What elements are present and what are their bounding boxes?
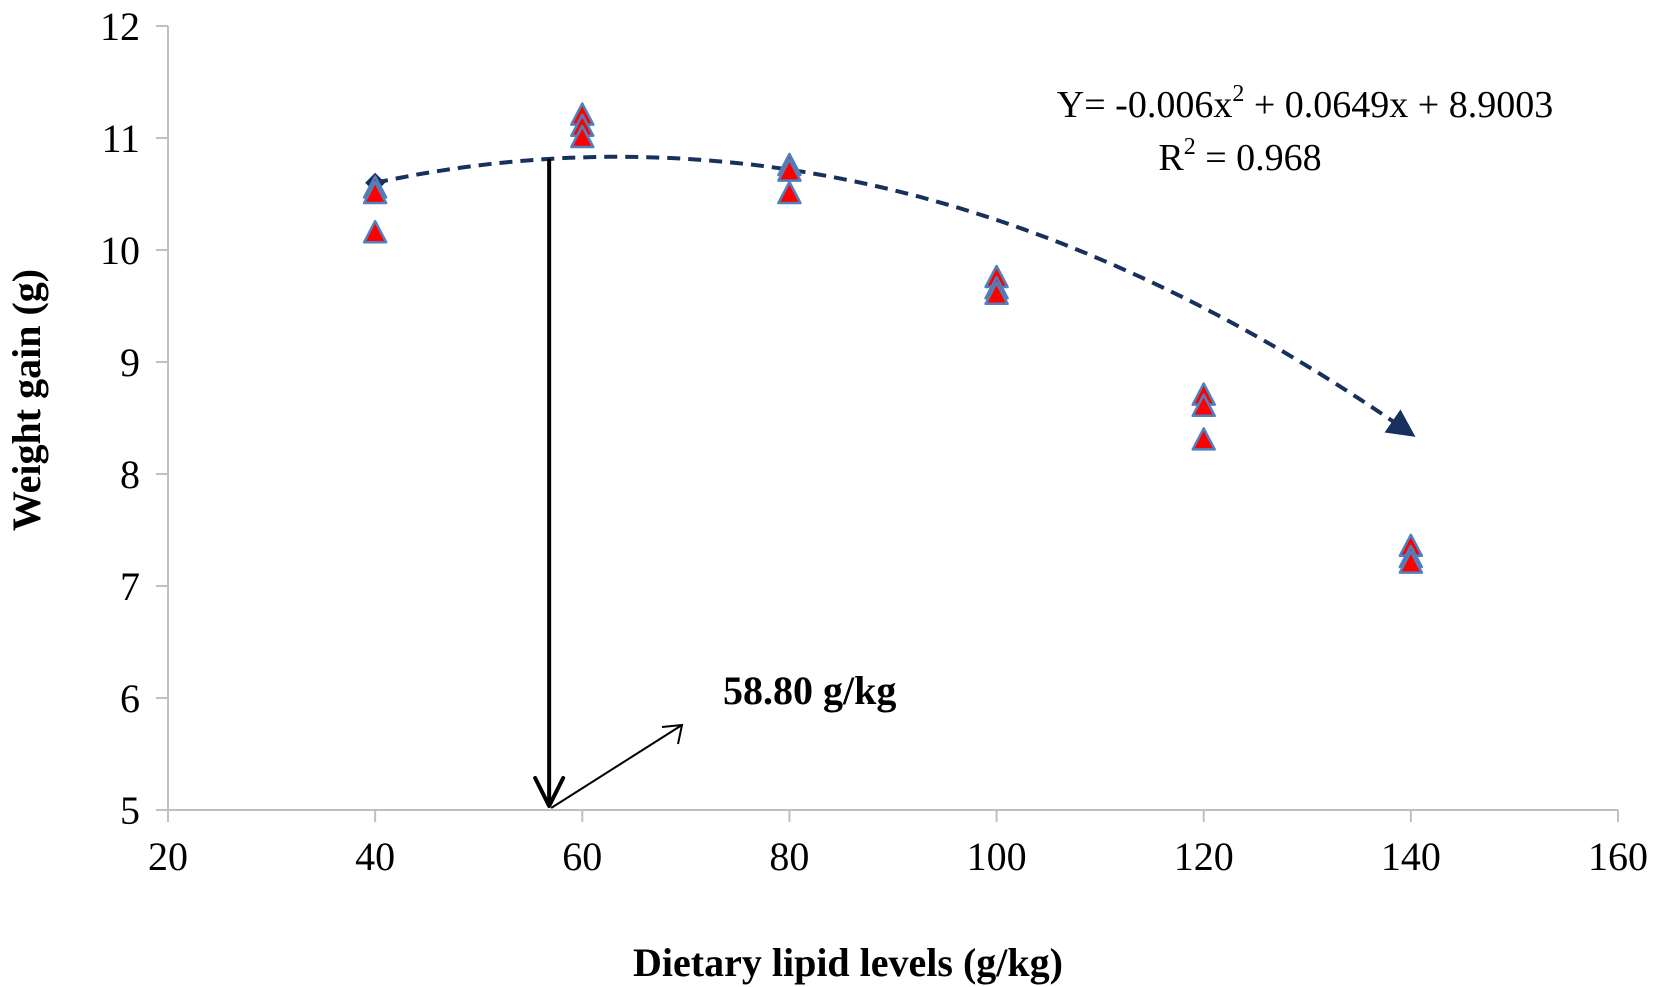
x-tick-label: 120	[1174, 834, 1234, 879]
y-tick-label: 12	[100, 4, 140, 49]
data-point	[362, 219, 388, 244]
data-point	[984, 281, 1009, 306]
x-tick-label: 80	[769, 834, 809, 879]
optimum-label: 58.80 g/kg	[723, 668, 896, 713]
label-pointer-arrow	[550, 724, 683, 809]
y-tick-label: 9	[120, 340, 140, 385]
fit-equation: Y= -0.006x2 + 0.0649x + 8.9003	[1057, 81, 1553, 126]
x-tick-label: 100	[967, 834, 1027, 879]
fit-curve	[374, 154, 1416, 437]
y-tick-label: 8	[120, 452, 140, 497]
axes	[167, 26, 1618, 811]
optimum-arrowhead	[533, 776, 566, 808]
y-tick-label: 5	[120, 788, 140, 833]
data-point	[1398, 550, 1424, 574]
r-squared-label: R2 = 0.968	[1158, 134, 1321, 179]
x-tick-label: 40	[355, 834, 395, 879]
y-tick-label: 7	[120, 564, 140, 609]
y-axis-title: Weight gain (g)	[4, 269, 49, 531]
data-point	[570, 124, 595, 149]
x-axis-title: Dietary lipid levels (g/kg)	[633, 940, 1063, 985]
data-point	[777, 158, 802, 182]
x-tick-label: 60	[562, 834, 602, 879]
y-tick-label: 6	[120, 676, 140, 721]
data-point	[362, 180, 388, 205]
data-point	[777, 180, 802, 205]
y-axis-ticks: 5 6 7 8 9 10 11 12	[100, 4, 168, 833]
y-tick-label: 10	[100, 228, 140, 273]
x-tick-label: 160	[1588, 834, 1648, 879]
y-tick-label: 11	[101, 116, 140, 161]
data-point	[1191, 393, 1216, 418]
x-tick-label: 20	[148, 834, 188, 879]
fit-layer	[365, 154, 1416, 437]
label-pointer-arrowhead	[661, 723, 684, 745]
data-point	[1191, 427, 1216, 451]
x-axis-ticks: 20 40 60 80 100 120 140 160	[148, 810, 1648, 879]
annotation-layer	[533, 158, 684, 809]
x-tick-label: 140	[1381, 834, 1441, 879]
data-points	[362, 102, 1424, 574]
